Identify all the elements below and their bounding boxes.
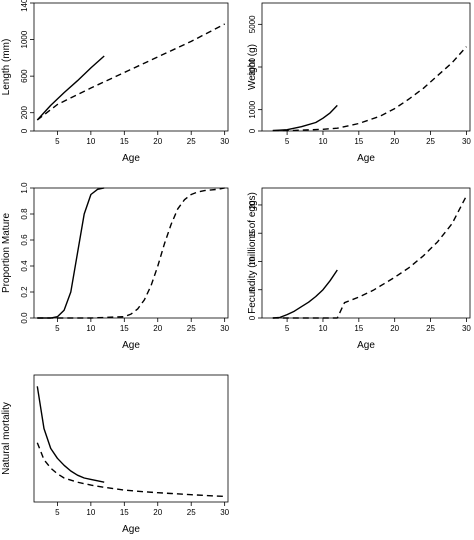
plot-frame — [33, 2, 229, 132]
x-tick-label: 10 — [86, 137, 95, 146]
y-tick-label: 1.0 — [20, 182, 29, 194]
y-tick-label: 0.8 — [20, 208, 29, 220]
y-tick-label: 5 — [248, 287, 257, 292]
x-tick-label: 15 — [120, 324, 129, 333]
y-tick-label: 0.2 — [20, 286, 29, 298]
y-tick-label: 15 — [248, 228, 257, 237]
x-tick-label: 25 — [187, 508, 196, 517]
panel-weight: 5 10 15 20 25 30 0 1000 3000 5000 Age Weight (g) — [247, 2, 471, 164]
x-axis-label: Age — [357, 153, 375, 164]
x-tick-label: 30 — [220, 137, 229, 146]
y-tick-label: 0 — [248, 128, 257, 133]
series-line-dashed — [272, 195, 468, 319]
y-axis-label: Proportion Mature — [1, 213, 12, 293]
x-axis-label: Age — [122, 524, 140, 535]
x-axis-label: Age — [357, 340, 375, 351]
series-line-solid — [37, 187, 105, 319]
x-tick-label: 10 — [319, 137, 328, 146]
x-tick-label: 10 — [86, 324, 95, 333]
plot-frame — [33, 374, 229, 503]
series-line-dashed — [272, 46, 467, 132]
y-tick-label: 1000 — [20, 30, 29, 48]
x-tick-label: 25 — [187, 324, 196, 333]
y-tick-label: 1400 — [20, 0, 29, 12]
x-tick-label: 30 — [462, 137, 471, 146]
y-axis-label: Natural mortality — [1, 402, 12, 475]
x-tick-label: 25 — [426, 324, 435, 333]
x-tick-label: 25 — [187, 137, 196, 146]
y-tick-label: 1000 — [248, 100, 257, 118]
series-line-solid — [272, 104, 338, 132]
y-axis-label: Length (mm) — [1, 39, 12, 96]
x-tick-label: 5 — [55, 324, 60, 333]
x-tick-label: 15 — [354, 137, 363, 146]
y-tick-label: 3000 — [248, 58, 257, 76]
y-axis-label: Weight (g) — [247, 44, 258, 90]
x-tick-label: 30 — [220, 324, 229, 333]
plot-frame — [261, 2, 471, 132]
y-axis-label: Fecundity (millions of eggs) — [247, 192, 258, 314]
x-axis-label: Age — [122, 340, 140, 351]
x-tick-label: 15 — [120, 508, 129, 517]
x-tick-label: 5 — [285, 137, 290, 146]
panel-length: 5 10 15 20 25 30 0 200 600 1000 1400 Age Length (mm) — [1, 0, 230, 164]
plot-frame — [33, 187, 229, 319]
y-tick-label: 0.4 — [20, 260, 29, 272]
panel-mortality: 5 10 15 20 25 30 Age Natural mortality — [1, 374, 230, 535]
plot-frame — [261, 187, 471, 319]
y-tick-label: 200 — [20, 105, 29, 119]
series-line-solid — [36, 55, 105, 121]
x-tick-label: 20 — [153, 324, 162, 333]
y-tick-label: 0 — [248, 315, 257, 320]
x-tick-label: 20 — [390, 324, 399, 333]
x-tick-label: 25 — [426, 137, 435, 146]
series-line-solid — [272, 269, 338, 319]
series-line-dashed — [36, 442, 225, 498]
x-tick-label: 5 — [55, 508, 60, 517]
series-line-dashed — [36, 23, 226, 121]
x-tick-label: 5 — [285, 324, 290, 333]
x-tick-label: 30 — [220, 508, 229, 517]
panel-fecundity: 5 10 15 20 25 30 0 5 10 15 20 Age Fecundity (million… — [247, 187, 471, 351]
x-tick-label: 15 — [354, 324, 363, 333]
x-tick-label: 15 — [120, 137, 129, 146]
y-tick-label: 0.0 — [20, 312, 29, 324]
y-tick-label: 0.6 — [20, 234, 29, 246]
x-tick-label: 10 — [86, 508, 95, 517]
panel-maturity: 5 10 15 20 25 30 0.0 0.2 0.4 0.6 0.8 1.0 Age Proporti… — [1, 182, 230, 351]
x-tick-label: 30 — [462, 324, 471, 333]
x-tick-label: 20 — [153, 508, 162, 517]
series-line-solid — [36, 386, 105, 483]
series-line-dashed — [37, 187, 225, 319]
x-tick-label: 20 — [390, 137, 399, 146]
x-tick-label: 5 — [55, 137, 60, 146]
y-tick-label: 20 — [248, 200, 257, 209]
x-axis-label: Age — [122, 153, 140, 164]
x-tick-label: 10 — [319, 324, 328, 333]
y-tick-label: 0 — [20, 128, 29, 133]
y-tick-label: 10 — [248, 256, 257, 265]
x-tick-label: 20 — [153, 137, 162, 146]
y-tick-label: 600 — [20, 69, 29, 83]
y-tick-label: 5000 — [248, 15, 257, 33]
